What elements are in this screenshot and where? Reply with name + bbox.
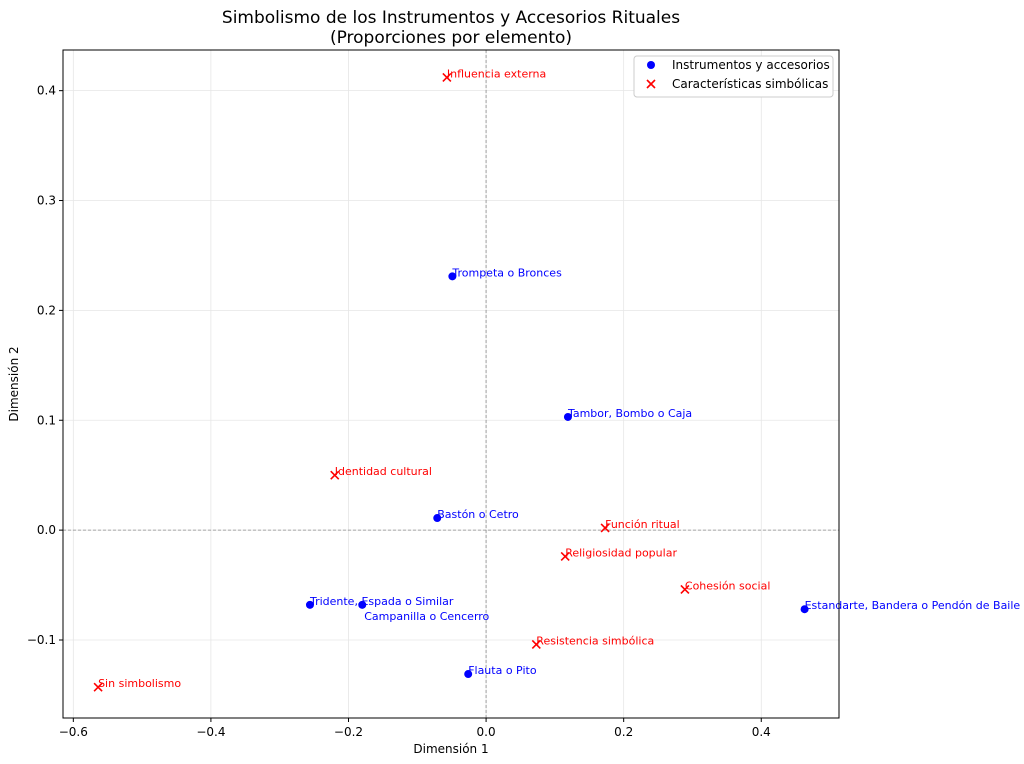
data-point-x xyxy=(330,470,340,480)
data-label: Resistencia simbólica xyxy=(536,634,654,647)
plot-frame xyxy=(62,49,840,719)
legend-label: Instrumentos y accesorios xyxy=(672,58,830,72)
x-tick-label: 0.2 xyxy=(614,725,633,739)
data-point-x xyxy=(93,682,103,692)
x-tick-label: 0.0 xyxy=(477,725,496,739)
data-label: Función ritual xyxy=(605,518,680,531)
x-stroke xyxy=(680,584,690,595)
data-point-x xyxy=(560,551,570,562)
x-stroke xyxy=(600,523,610,533)
x-tick-label: −0.6 xyxy=(59,725,88,739)
data-label: Cohesión social xyxy=(685,579,771,592)
data-point-circle xyxy=(464,670,473,679)
x-stroke xyxy=(330,470,340,480)
data-label: Identidad cultural xyxy=(335,465,432,478)
data-label: Sin simbolismo xyxy=(98,677,181,690)
data-label: Trompeta o Bronces xyxy=(451,266,562,279)
data-label: Bastón o Cetro xyxy=(437,508,519,521)
data-label: Religiosidad popular xyxy=(565,546,677,559)
x-axis-label: Dimensión 1 xyxy=(413,742,488,756)
legend-x-marker xyxy=(646,79,656,89)
data-label: Flauta o Pito xyxy=(468,664,537,677)
x-tick-label: 0.4 xyxy=(752,725,771,739)
data-label: Tambor, Bombo o Caja xyxy=(567,407,692,420)
data-label: Influencia externa xyxy=(447,67,546,80)
legend-box xyxy=(633,55,834,98)
y-tick-label: 0.1 xyxy=(37,413,56,427)
x-stroke xyxy=(531,639,541,649)
data-label: Campanilla o Cencerro xyxy=(364,610,489,623)
y-tick-label: 0.3 xyxy=(37,194,56,208)
x-tick-label: −0.2 xyxy=(334,725,363,739)
axis-ticks: −0.6 −0.4 −0.2 0.0 0.2 0.4 −0.1 0.0 0.1 0.2 0.3 0.4 xyxy=(27,84,771,739)
data-point-circle xyxy=(448,272,457,281)
data-point-circle xyxy=(305,600,314,609)
data-point-x xyxy=(442,72,452,83)
data-point-x xyxy=(680,584,690,595)
y-tick-label: 0.0 xyxy=(37,523,56,537)
data-point-circle xyxy=(563,412,572,421)
data-label: Estandarte, Bandera o Pendón de Baile xyxy=(805,599,1021,612)
data-point-circle xyxy=(433,514,442,523)
x-stroke xyxy=(560,551,570,562)
data-point-x xyxy=(531,639,541,649)
legend-label: Características simbólicas xyxy=(672,77,828,91)
grid xyxy=(63,50,839,718)
data-point-circle xyxy=(800,605,809,614)
y-axis-label: Dimensión 2 xyxy=(7,346,21,421)
data-point-circle xyxy=(358,600,367,609)
legend: Instrumentos y accesorios Característica… xyxy=(633,55,834,98)
data-label: Tridente, Espada o Similar xyxy=(309,595,454,608)
y-tick-label: 0.2 xyxy=(37,303,56,317)
legend-circle-marker xyxy=(647,61,655,69)
chart-title: Simbolismo de los Instrumentos y Accesor… xyxy=(222,8,680,28)
x-tick-label: −0.4 xyxy=(196,725,225,739)
data-marks: Trompeta o Bronces Tambor, Bombo o Caja Ba… xyxy=(93,67,1021,692)
y-tick-label: 0.4 xyxy=(37,84,56,98)
data-point-x xyxy=(600,523,610,533)
x-stroke xyxy=(442,72,452,83)
chart-subtitle: (Proporciones por elemento) xyxy=(330,28,572,48)
x-stroke xyxy=(93,682,103,692)
y-tick-label: −0.1 xyxy=(27,633,56,647)
